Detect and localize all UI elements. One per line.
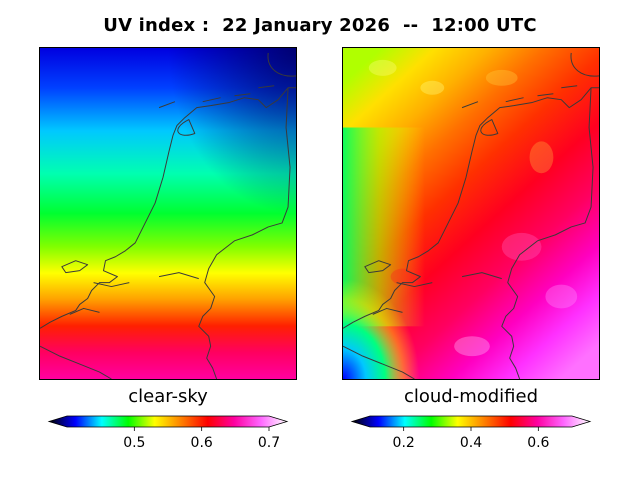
clear-sky-label: clear-sky (128, 386, 208, 407)
colorbar-0-gradient (47, 415, 289, 428)
chart-title: UV index : 22 January 2026 -- 12:00 UTC (103, 15, 537, 36)
colorbar-0-tick-label: 0.5 (123, 435, 145, 451)
cloud-modified-southwest-low (343, 197, 482, 379)
cloud-modified-label: cloud-modified (403, 386, 539, 407)
cloud-modified-colorbar: 0.2 0.4 0.6 (350, 414, 592, 454)
clear-sky-north-shading (40, 48, 296, 379)
colorbar-0-tick-label: 0.6 (191, 435, 213, 451)
colorbar-1-tick-label: 0.6 (527, 435, 549, 451)
colorbar-1-tick-label: 0.2 (393, 435, 415, 451)
coastline-cloud-modified (343, 52, 599, 379)
clear-sky-map (40, 48, 296, 379)
clear-sky-colorbar: 0.5 0.6 0.7 (47, 414, 289, 454)
cloud-modified-map-panel (342, 47, 600, 380)
colorbar-1-tick-label: 0.4 (460, 435, 482, 451)
cloud-modified-texture (368, 59, 578, 357)
coastline-clear-sky (40, 52, 296, 379)
clear-sky-map-panel (39, 47, 297, 380)
cloud-modified-colorbar-svg: 0.2 0.4 0.6 (350, 415, 592, 451)
colorbar-1-gradient (350, 415, 592, 428)
cloud-modified-map (343, 48, 599, 379)
colorbar-0-tick-label: 0.7 (258, 435, 280, 451)
clear-sky-colorbar-svg: 0.5 0.6 0.7 (47, 415, 289, 451)
